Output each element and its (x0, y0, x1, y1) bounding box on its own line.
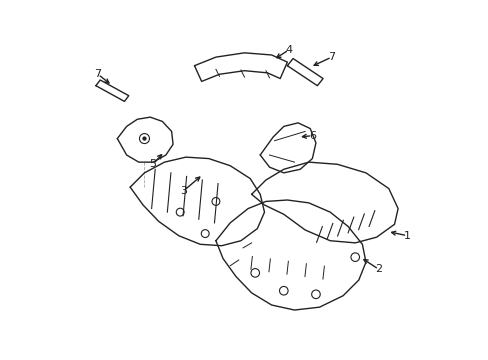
Text: 3: 3 (180, 186, 187, 196)
Text: 7: 7 (327, 52, 335, 62)
Circle shape (142, 136, 146, 141)
Text: 1: 1 (403, 231, 410, 241)
Text: 6: 6 (308, 131, 315, 141)
Text: 5: 5 (149, 159, 156, 169)
Text: 2: 2 (374, 264, 382, 274)
Text: 4: 4 (285, 45, 292, 55)
Text: 7: 7 (94, 69, 102, 79)
